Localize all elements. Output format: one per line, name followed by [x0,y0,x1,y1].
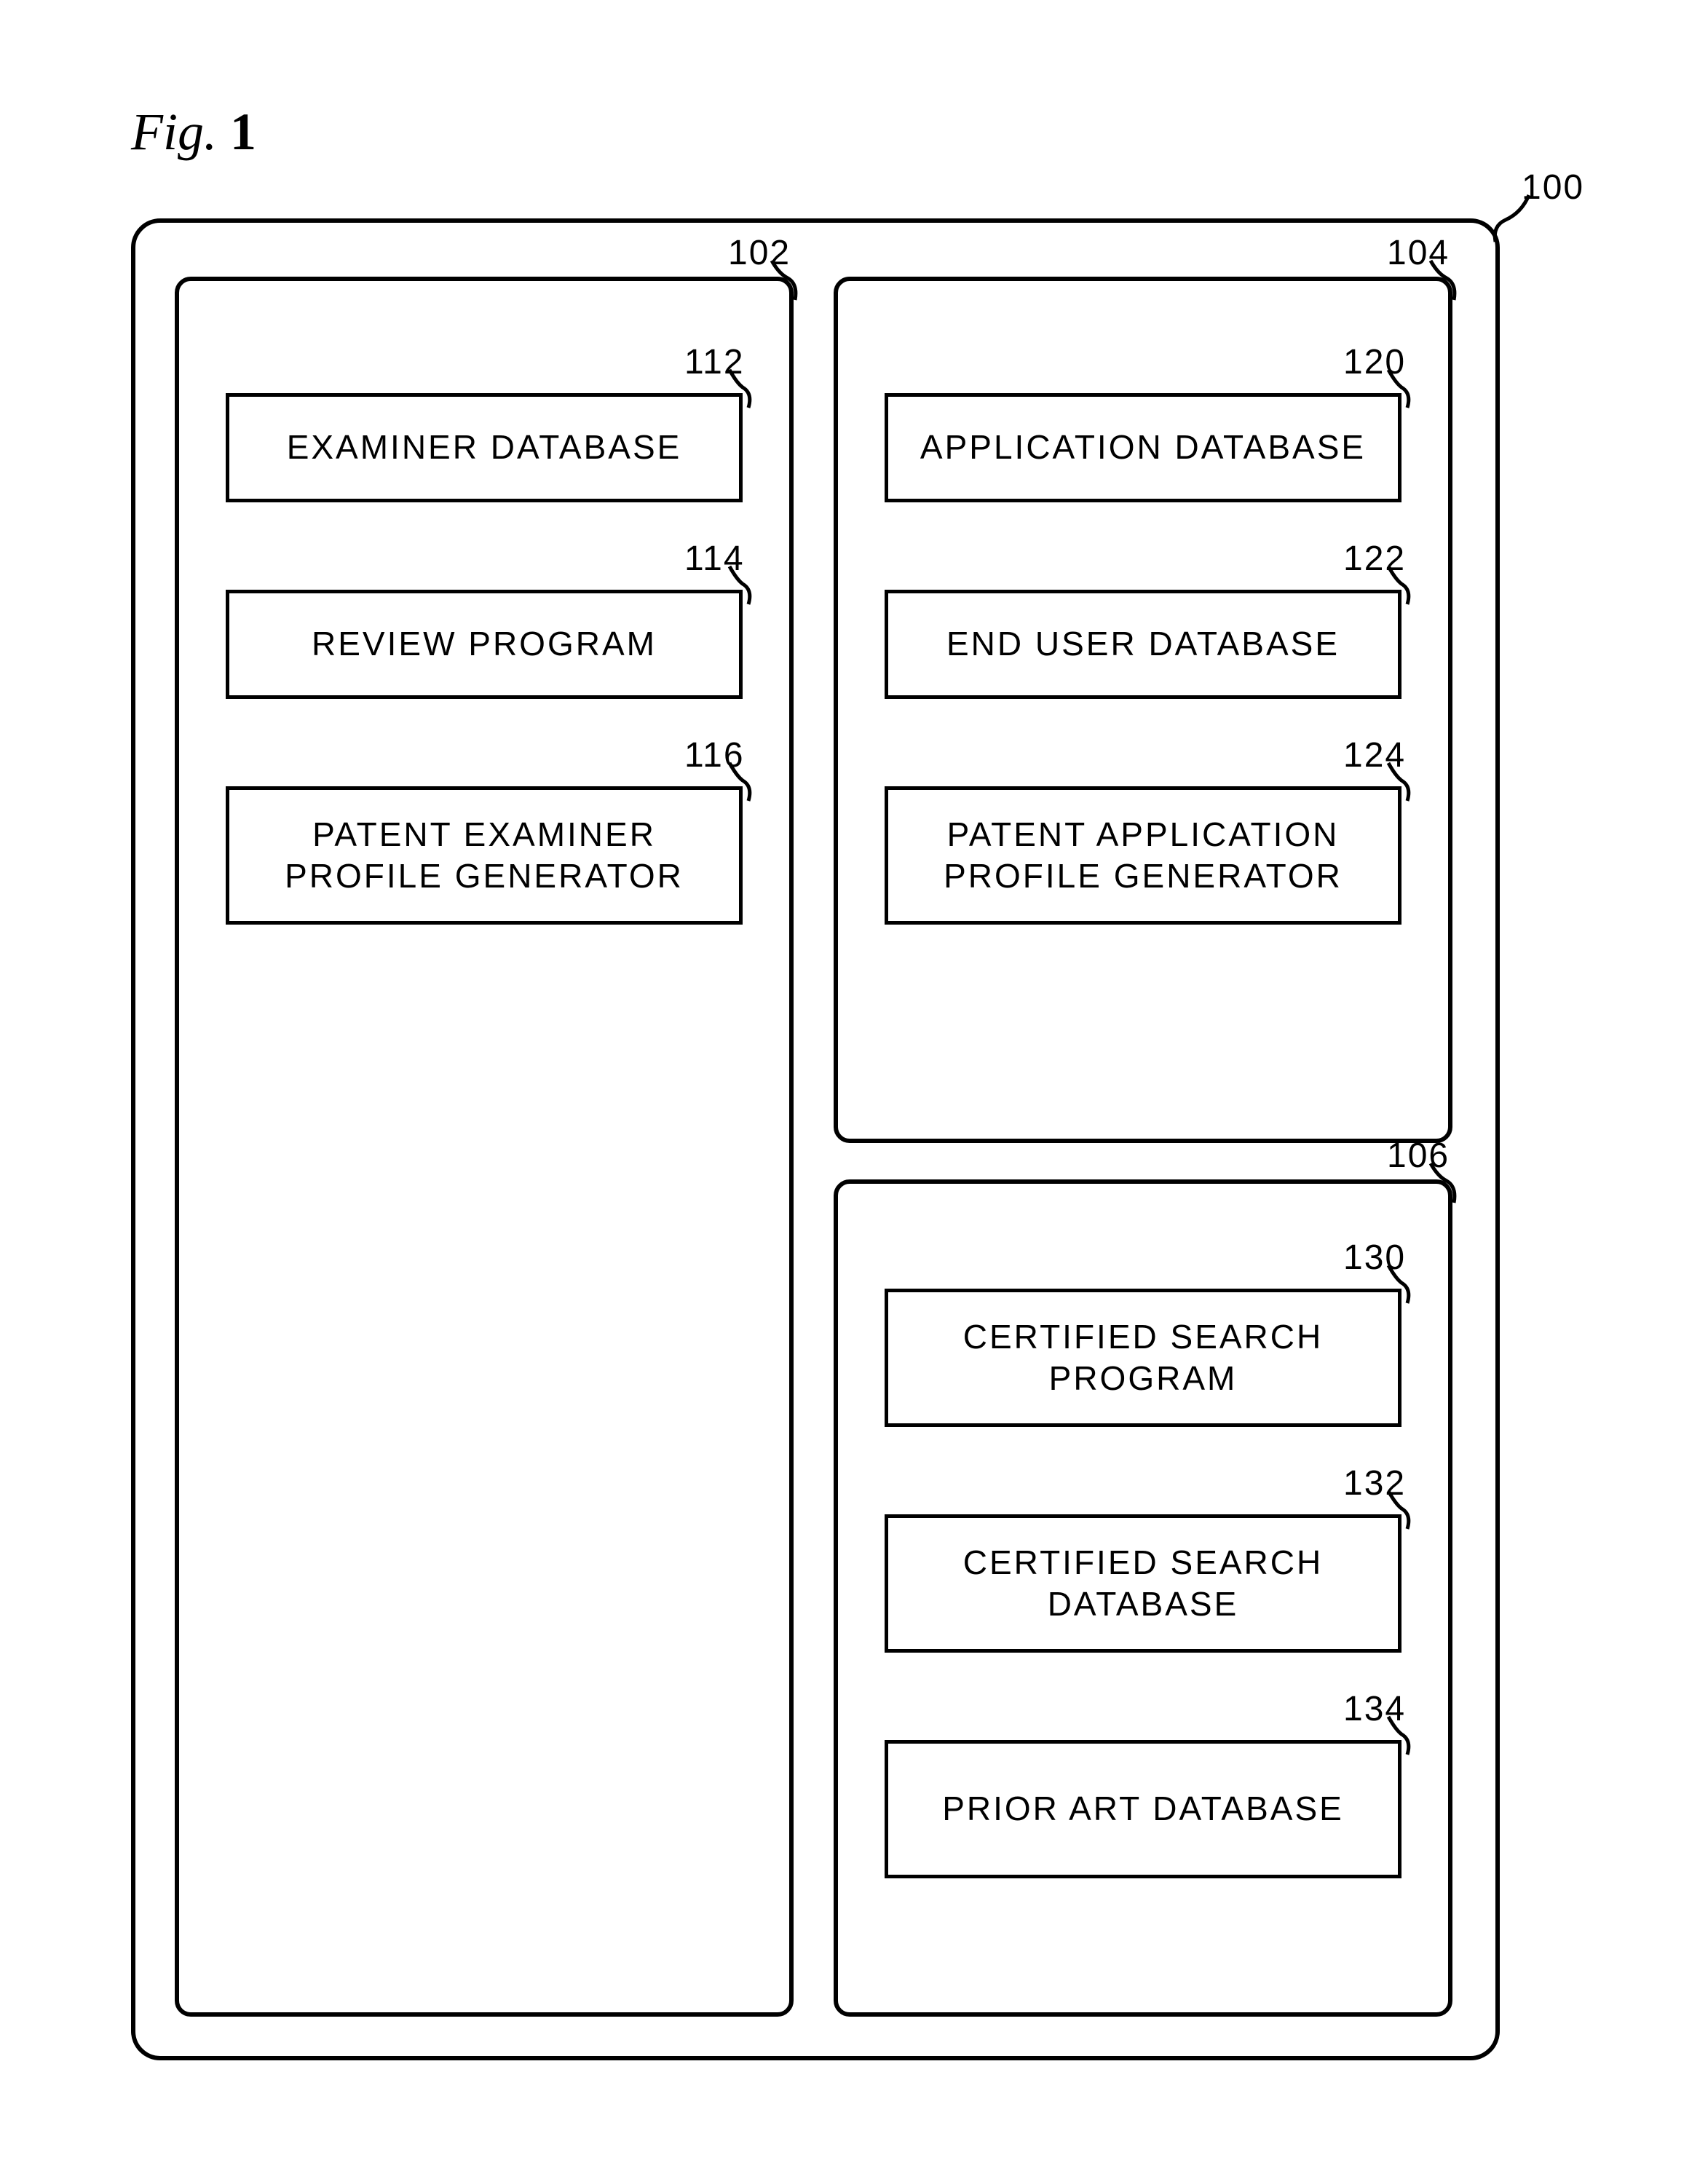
box-label: APPLICATION DATABASE [920,427,1366,469]
box-label: PRIOR ART DATABASE [942,1788,1344,1830]
box-end-user-database: END USER DATABASE [885,590,1401,699]
box-certified-search-program: CERTIFIED SEARCH PROGRAM [885,1289,1401,1427]
box-review-program: REVIEW PROGRAM [226,590,743,699]
figure-title: Fig. 1 [131,102,256,162]
figure-prefix: Fig. [131,103,217,161]
box-patent-application-profile-generator: PATENT APPLICATION PROFILE GENERATOR [885,786,1401,925]
box-prior-art-database: PRIOR ART DATABASE [885,1740,1401,1878]
box-examiner-database: EXAMINER DATABASE [226,393,743,502]
figure-number: 1 [230,103,256,161]
box-application-database: APPLICATION DATABASE [885,393,1401,502]
box-patent-examiner-profile-generator: PATENT EXAMINER PROFILE GENERATOR [226,786,743,925]
box-label: PATENT APPLICATION PROFILE GENERATOR [944,814,1343,898]
box-label: REVIEW PROGRAM [312,623,657,665]
box-certified-search-database: CERTIFIED SEARCH DATABASE [885,1514,1401,1653]
ref-hook-100 [1492,199,1536,243]
box-label: CERTIFIED SEARCH DATABASE [903,1542,1383,1626]
box-label: END USER DATABASE [946,623,1340,665]
box-label: CERTIFIED SEARCH PROGRAM [903,1316,1383,1400]
box-label: PATENT EXAMINER PROFILE GENERATOR [285,814,684,898]
box-label: EXAMINER DATABASE [287,427,682,469]
module-box-102 [175,277,794,2017]
